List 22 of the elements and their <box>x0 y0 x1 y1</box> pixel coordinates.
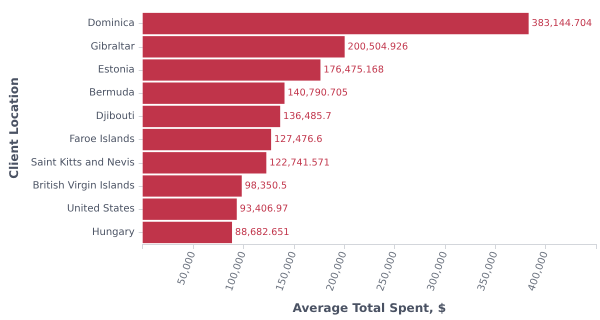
data-label: 140,790.705 <box>288 88 348 99</box>
data-label: 127,476.6 <box>274 134 322 146</box>
y-tick-label: Faroe Islands <box>69 134 135 146</box>
y-tick-label: Estonia <box>98 64 135 76</box>
data-label: 88,682.651 <box>235 226 290 238</box>
y-tick-label: Gibraltar <box>90 41 136 52</box>
data-label: 176,475.168 <box>323 64 384 76</box>
y-axis-title: Client Location <box>7 77 21 179</box>
x-axis-title: Average Total Spent, $ <box>292 301 446 315</box>
y-tick-label: United States <box>66 204 135 215</box>
data-label: 98,350.5 <box>244 180 288 192</box>
y-tick-label: Bermuda <box>89 88 135 99</box>
y-tick-label: Dominica <box>88 18 135 30</box>
data-label: 200,504.926 <box>348 41 408 52</box>
data-label: 93,406.97 <box>240 204 288 215</box>
data-label: 383,144.704 <box>532 18 592 30</box>
y-tick-label: British Virgin Islands <box>32 180 135 192</box>
data-label: 122,741.571 <box>269 157 330 168</box>
data-label: 136,485.7 <box>283 110 332 122</box>
y-tick-label: Djibouti <box>96 110 135 122</box>
y-tick-label: Hungary <box>92 226 135 238</box>
y-tick-label: Saint Kitts and Nevis <box>30 157 135 168</box>
